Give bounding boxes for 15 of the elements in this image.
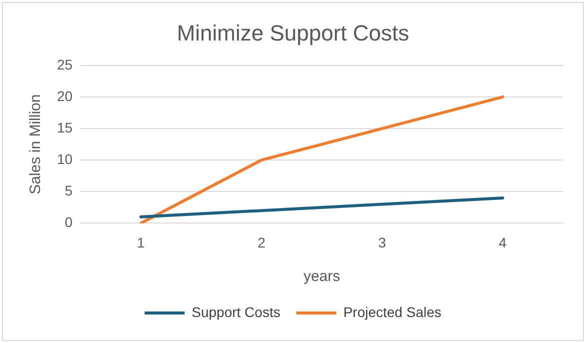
y-tick-label: 5 [64,182,73,198]
y-tick-label: 20 [56,88,73,104]
y-tick-label: 10 [56,150,73,167]
y-tick-label: 0 [64,214,73,230]
y-tick-label: 25 [56,56,73,72]
y-axis-title: Sales in Million [27,94,44,194]
y-tick-label: 15 [56,119,73,136]
x-axis-title: years [303,268,340,286]
chart-title: Minimize Support Costs [176,20,410,46]
x-tick-label: 4 [498,234,507,250]
x-tick-label: 3 [378,234,386,250]
x-tick-label: 1 [136,234,145,250]
legend-label: Support Costs [192,304,280,320]
x-tick-label: 2 [258,234,266,250]
legend-label: Projected Sales [343,304,442,320]
